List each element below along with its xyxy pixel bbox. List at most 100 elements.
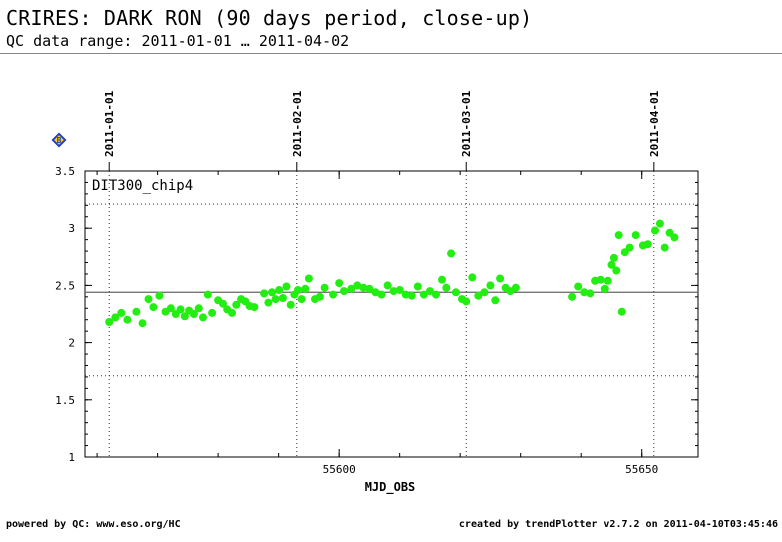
data-point xyxy=(670,233,679,242)
data-point xyxy=(329,290,338,299)
data-point xyxy=(320,283,329,292)
data-point xyxy=(278,294,287,302)
data-point xyxy=(260,289,269,298)
data-range-subtitle: QC data range: 2011-01-01 … 2011-04-02 xyxy=(6,32,350,50)
data-point xyxy=(105,318,114,326)
footer-powered-by: powered by QC: www.eso.org/HC xyxy=(6,519,181,530)
x-tick-label: 55600 xyxy=(323,463,356,476)
data-point xyxy=(155,291,164,300)
date-marker-label: 2011-01-01 xyxy=(103,90,116,157)
data-point xyxy=(365,284,374,293)
date-markers: 2011-01-01 2011-02-01 2011-03-01 2011-04-01 xyxy=(103,90,661,457)
data-point xyxy=(149,303,158,312)
data-point xyxy=(268,288,276,297)
data-point xyxy=(132,307,141,316)
data-point xyxy=(413,282,422,291)
data-point xyxy=(208,308,217,317)
data-point xyxy=(294,286,302,294)
data-point xyxy=(612,266,621,275)
data-point xyxy=(286,300,295,309)
data-point xyxy=(651,226,659,235)
data-point xyxy=(486,281,495,290)
data-point xyxy=(596,275,605,284)
x-tick-label: 55650 xyxy=(625,463,658,476)
data-point xyxy=(568,292,577,301)
data-point xyxy=(625,243,634,252)
x-axis: 55600 55650 xyxy=(96,171,658,476)
data-point xyxy=(203,290,212,299)
data-point xyxy=(111,313,120,322)
data-point xyxy=(282,282,291,291)
data-point xyxy=(432,290,440,299)
data-point xyxy=(340,287,348,296)
data-point xyxy=(614,231,623,240)
data-point xyxy=(474,291,483,300)
data-point xyxy=(438,275,446,284)
data-point xyxy=(401,290,410,299)
data-point xyxy=(655,219,664,228)
data-point xyxy=(166,304,175,313)
date-marker-label: 2011-04-01 xyxy=(648,90,661,157)
data-point xyxy=(451,288,460,297)
data-point xyxy=(425,287,434,296)
data-points xyxy=(105,219,679,328)
data-point xyxy=(347,284,356,293)
data-point xyxy=(194,304,203,313)
data-point xyxy=(219,299,227,308)
data-point xyxy=(138,319,147,328)
data-point xyxy=(643,240,652,249)
page-title: CRIRES: DARK RON (90 days period, close-… xyxy=(6,6,533,30)
data-point xyxy=(264,298,273,307)
data-point xyxy=(144,295,153,304)
y-tick-label: 1.5 xyxy=(55,394,75,407)
plot-frame xyxy=(84,170,699,458)
data-point xyxy=(419,290,428,299)
data-point xyxy=(480,288,489,297)
y-tick-label: 2.5 xyxy=(55,279,75,292)
data-point xyxy=(199,313,207,322)
data-point xyxy=(228,308,236,317)
date-marker-label: 2011-03-01 xyxy=(460,90,473,157)
blue-diamond-icon[interactable]: B xyxy=(51,132,67,148)
data-point xyxy=(117,308,126,317)
data-point xyxy=(586,289,595,298)
data-point xyxy=(580,288,589,297)
data-point xyxy=(574,282,583,291)
x-axis-label: MJD_OBS xyxy=(365,480,416,495)
data-point xyxy=(407,291,416,300)
data-point xyxy=(250,303,259,312)
data-point xyxy=(189,310,198,318)
y-tick-label: 1 xyxy=(68,451,75,464)
data-point xyxy=(511,283,520,292)
data-point xyxy=(304,274,313,283)
y-axis: 1 1.5 2 2.5 3 3.5 xyxy=(55,165,698,464)
data-point xyxy=(301,284,310,293)
header-divider xyxy=(0,53,782,54)
data-point xyxy=(617,307,626,316)
data-point xyxy=(462,297,471,306)
data-point xyxy=(271,295,280,304)
date-marker-label: 2011-02-01 xyxy=(291,90,304,157)
data-point xyxy=(297,295,306,304)
panel-label: DIT300_chip4 xyxy=(92,178,193,194)
data-point xyxy=(603,276,612,285)
data-point xyxy=(389,287,398,296)
data-point xyxy=(491,296,500,305)
data-point xyxy=(607,260,616,269)
data-point xyxy=(335,279,344,288)
data-point xyxy=(660,243,669,252)
data-point xyxy=(609,253,618,262)
data-point xyxy=(123,315,132,324)
data-point xyxy=(180,312,189,321)
data-point xyxy=(232,300,241,309)
data-point xyxy=(496,274,505,283)
data-point xyxy=(631,231,640,240)
data-point xyxy=(377,290,386,299)
data-point xyxy=(383,281,392,290)
y-tick-label: 3 xyxy=(68,222,75,235)
data-point xyxy=(275,286,284,294)
data-point xyxy=(468,273,477,282)
data-point xyxy=(371,288,380,297)
marker-label: B xyxy=(57,136,62,145)
